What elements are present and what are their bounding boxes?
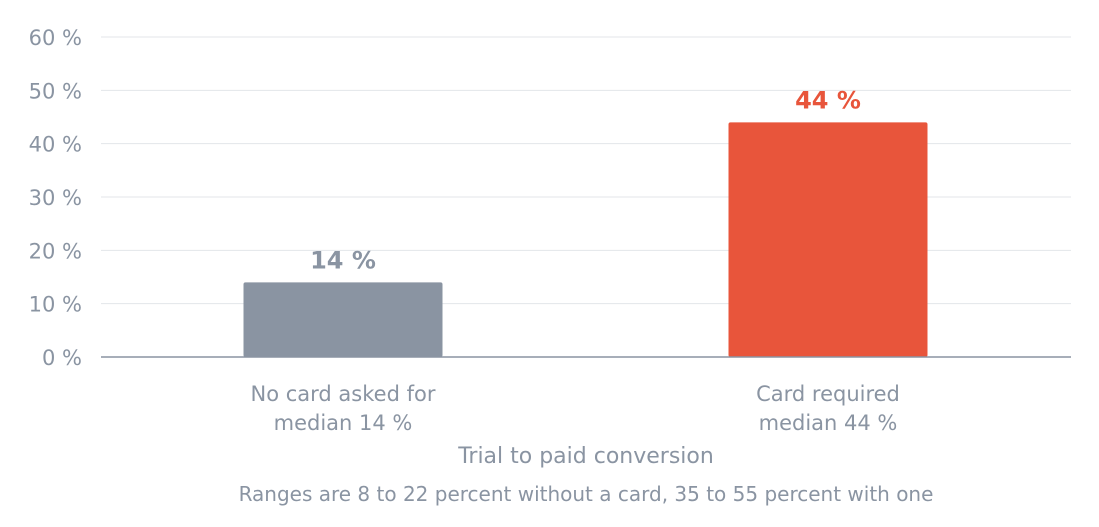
x-axis-title: Trial to paid conversion xyxy=(457,444,714,469)
category-label: Card required median 44 % xyxy=(756,382,900,435)
category-label-line: median 14 % xyxy=(274,411,413,435)
y-tick-label: 10 % xyxy=(29,293,82,317)
y-tick-label: 60 % xyxy=(29,26,82,50)
bar xyxy=(243,282,443,357)
y-tick-label: 0 % xyxy=(42,346,82,370)
category-label-line: Card required xyxy=(756,382,900,406)
y-tick-label: 30 % xyxy=(29,186,82,210)
y-axis-ticks: 0 % 10 % 20 % 30 % 40 % 50 % 60 % xyxy=(29,26,82,370)
bar-value-label: 14 % xyxy=(310,246,376,274)
chart-footnote: Ranges are 8 to 22 percent without a car… xyxy=(239,482,934,506)
category-labels: No card asked for median 14 % Card require… xyxy=(251,382,900,435)
y-tick-label: 20 % xyxy=(29,239,82,263)
category-label: No card asked for median 14 % xyxy=(251,382,436,435)
y-tick-label: 40 % xyxy=(29,133,82,157)
y-tick-label: 50 % xyxy=(29,79,82,103)
bars xyxy=(243,122,928,357)
category-label-line: No card asked for xyxy=(251,382,436,406)
bar-value-label: 44 % xyxy=(795,86,861,114)
bar xyxy=(728,122,928,357)
category-label-line: median 44 % xyxy=(759,411,898,435)
bar-value-labels: 14 % 44 % xyxy=(310,86,861,274)
